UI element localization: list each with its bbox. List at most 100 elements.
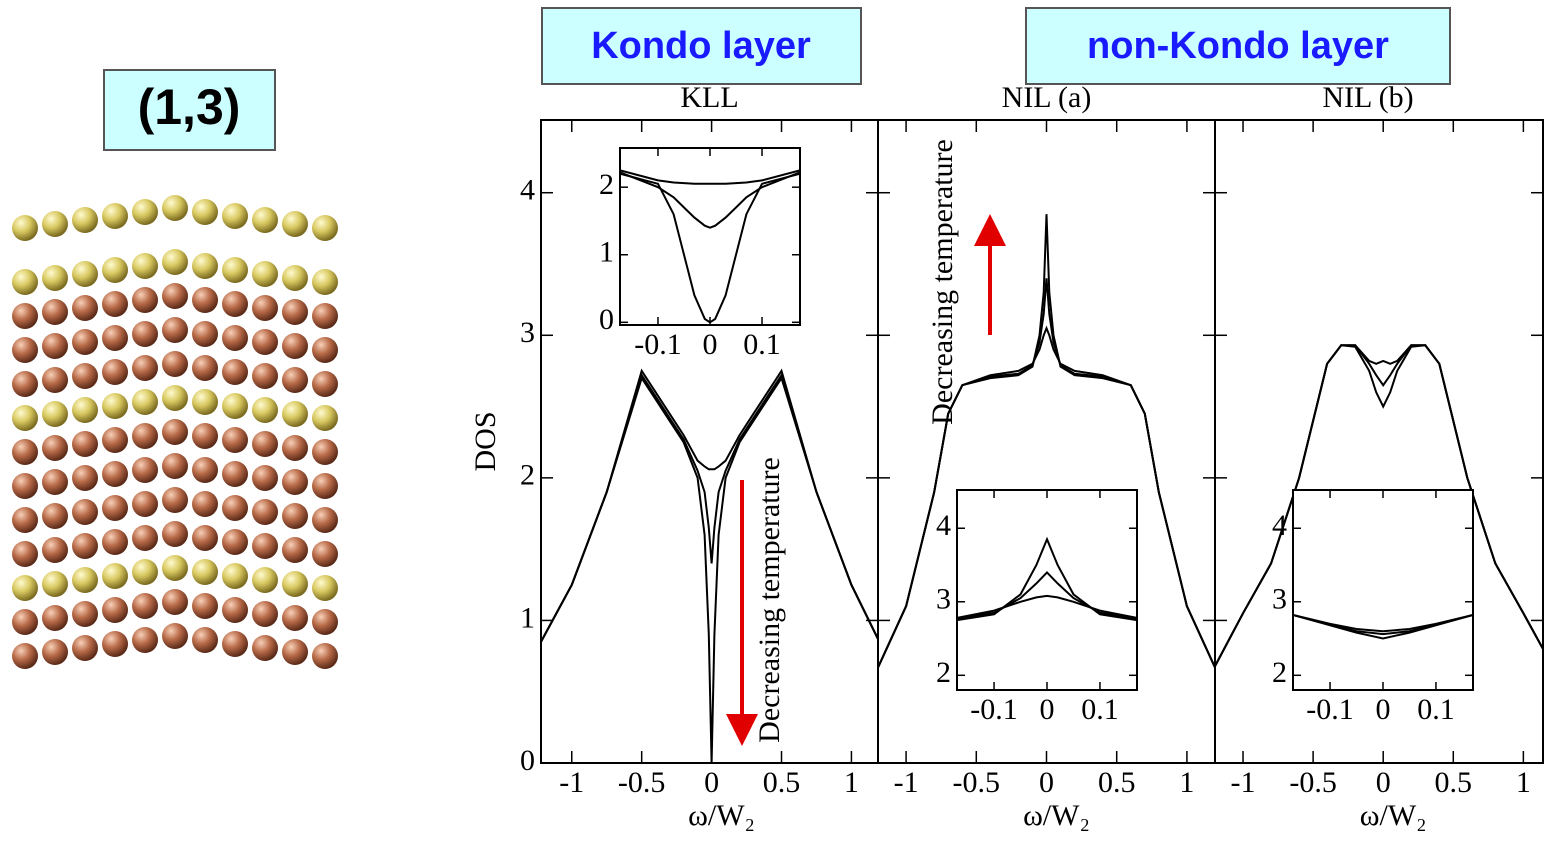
annotation: Decreasing temperature	[926, 139, 959, 425]
sphere	[72, 601, 98, 627]
x-tick-label: -0.1	[1306, 693, 1354, 726]
sphere	[72, 533, 98, 559]
header-box	[1025, 7, 1451, 85]
structure-image	[12, 195, 338, 669]
y-tick-label: 3	[1272, 583, 1287, 616]
sphere	[72, 207, 98, 233]
sphere	[312, 215, 338, 241]
sphere	[192, 253, 218, 279]
sphere	[42, 211, 68, 237]
sphere	[72, 397, 98, 423]
x-tick-label: -1	[894, 766, 919, 799]
y-tick-label: 4	[936, 509, 951, 542]
sphere	[12, 643, 38, 669]
line	[620, 172, 800, 324]
y-tick-label: 0	[520, 744, 535, 777]
sphere	[222, 325, 248, 351]
sphere	[282, 299, 308, 325]
sphere	[72, 363, 98, 389]
x-tick-label: -0.1	[634, 328, 682, 361]
sphere	[102, 203, 128, 229]
x-axis-label: ω/W₂	[1023, 799, 1090, 832]
x-tick-label: -0.5	[618, 766, 666, 799]
sphere	[312, 337, 338, 363]
sphere	[252, 499, 278, 525]
x-tick-label: 0	[703, 328, 718, 361]
sphere	[132, 287, 158, 313]
x-tick-label: 0	[1039, 766, 1054, 799]
sphere	[252, 363, 278, 389]
sphere	[282, 367, 308, 393]
sphere	[102, 461, 128, 487]
sphere	[282, 333, 308, 359]
x-tick-label: 1	[1516, 766, 1531, 799]
sphere	[222, 563, 248, 589]
sphere	[12, 473, 38, 499]
sphere	[252, 601, 278, 627]
plot-area	[619, 147, 801, 326]
sphere	[222, 529, 248, 555]
sphere	[132, 199, 158, 225]
sphere	[72, 635, 98, 661]
x-tick-label: 0.5	[763, 766, 801, 799]
sphere	[12, 439, 38, 465]
sphere	[192, 525, 218, 551]
sphere	[12, 405, 38, 431]
sphere	[162, 419, 188, 445]
sphere	[132, 457, 158, 483]
sphere	[192, 593, 218, 619]
sphere	[282, 605, 308, 631]
plot-area	[1292, 489, 1474, 691]
sphere	[132, 491, 158, 517]
sphere	[12, 609, 38, 635]
sphere	[222, 597, 248, 623]
sphere	[312, 609, 338, 635]
line	[620, 169, 800, 185]
header-box	[541, 7, 862, 85]
x-axis-label: ω/W₂	[688, 799, 755, 832]
sphere	[102, 597, 128, 623]
x-tick-label: 0	[1376, 693, 1391, 726]
sphere	[312, 575, 338, 601]
sphere	[222, 495, 248, 521]
x-tick-label: 0	[704, 766, 719, 799]
sphere	[282, 571, 308, 597]
sphere	[102, 427, 128, 453]
header-label: Kondo layer	[591, 25, 811, 67]
sphere	[162, 453, 188, 479]
sphere	[192, 287, 218, 313]
sphere	[192, 355, 218, 381]
structure-box	[103, 69, 276, 151]
sphere	[102, 529, 128, 555]
y-tick-label: 3	[936, 583, 951, 616]
sphere	[192, 457, 218, 483]
sphere	[132, 355, 158, 381]
sphere	[312, 303, 338, 329]
sphere	[132, 321, 158, 347]
sphere	[132, 593, 158, 619]
sphere	[132, 627, 158, 653]
sphere	[102, 257, 128, 283]
sphere	[192, 423, 218, 449]
x-tick-label: 0.5	[1098, 766, 1136, 799]
sphere	[162, 521, 188, 547]
sphere	[162, 623, 188, 649]
sphere	[312, 507, 338, 533]
y-tick-label: 2	[520, 459, 535, 492]
sphere	[132, 559, 158, 585]
sphere	[222, 257, 248, 283]
sphere	[102, 291, 128, 317]
sphere	[192, 199, 218, 225]
x-axis-label: ω/W₂	[1360, 799, 1427, 832]
sphere	[72, 329, 98, 355]
sphere	[162, 555, 188, 581]
x-tick-label: -1	[1231, 766, 1256, 799]
x-tick-label: 0.1	[1081, 693, 1119, 726]
y-tick-label: 4	[520, 174, 535, 207]
sphere	[12, 337, 38, 363]
y-axis-label: DOS	[469, 411, 502, 471]
line	[957, 536, 1137, 622]
sphere	[102, 325, 128, 351]
sphere	[282, 211, 308, 237]
